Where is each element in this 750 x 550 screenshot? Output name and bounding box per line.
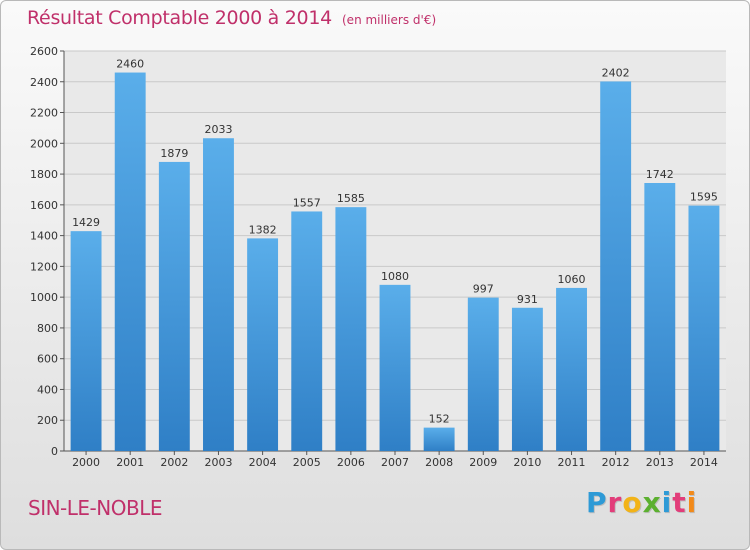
logo-letter: i [661, 486, 673, 519]
x-tick-label: 2001 [116, 456, 144, 469]
x-tick-label: 2008 [425, 456, 453, 469]
bar [158, 161, 190, 451]
logo-letter: P [586, 486, 608, 519]
chart-title: Résultat Comptable 2000 à 2014 [27, 7, 332, 29]
commune-name: SIN-LE-NOBLE [28, 496, 162, 520]
bar [379, 284, 411, 451]
bar [423, 427, 455, 451]
data-label: 2033 [204, 123, 232, 136]
y-tick-label: 1800 [30, 168, 58, 181]
y-tick-label: 200 [37, 414, 58, 427]
y-tick-label: 1400 [30, 230, 58, 243]
data-labels: 1429 2460 1879 2033 1382 1557 1585 1080 152 997 93… [72, 58, 718, 426]
y-tick-label: 1200 [30, 260, 58, 273]
y-tick-labels: 0 200 400 600 800 1000 1200 1400 1600 1800 2000 220… [30, 45, 58, 458]
chart-unit: (en milliers d'€) [342, 13, 437, 27]
logo-letter: r [607, 486, 623, 519]
y-tick-label: 2600 [30, 45, 58, 58]
bar [247, 238, 279, 451]
x-tick-label: 2003 [204, 456, 232, 469]
x-tick-label: 2005 [293, 456, 321, 469]
data-label: 1585 [337, 192, 365, 205]
data-label: 2402 [602, 66, 630, 79]
data-label: 2460 [116, 58, 144, 71]
data-label: 1080 [381, 270, 409, 283]
y-tick-label: 2000 [30, 137, 58, 150]
bar [70, 231, 102, 451]
data-label: 152 [429, 413, 450, 426]
y-tick-label: 800 [37, 322, 58, 335]
bar [203, 138, 234, 451]
y-tick-label: 400 [37, 383, 58, 396]
y-tick-label: 600 [37, 353, 58, 366]
x-tick-label: 2007 [381, 456, 409, 469]
data-label: 1382 [249, 223, 277, 236]
bar [644, 183, 676, 451]
bar [291, 211, 323, 451]
y-tick-label: 2400 [30, 76, 58, 89]
bar [511, 307, 543, 451]
proxiti-logo: Proxiti [586, 486, 697, 519]
x-tick-label: 2002 [160, 456, 188, 469]
x-tick-label: 2013 [646, 456, 674, 469]
data-label: 1557 [293, 196, 321, 209]
logo-letter: i [686, 486, 698, 519]
x-tick-label: 2012 [602, 456, 630, 469]
logo-letter: x [642, 486, 662, 519]
data-label: 1879 [160, 147, 188, 160]
data-label: 1429 [72, 216, 100, 229]
x-tick-label: 2006 [337, 456, 365, 469]
bar [600, 81, 632, 451]
x-tick-label: 2014 [690, 456, 718, 469]
x-tick-label: 2004 [249, 456, 277, 469]
data-label: 931 [517, 293, 538, 306]
bar [114, 72, 146, 452]
logo-letter: t [672, 486, 687, 519]
data-label: 1060 [558, 273, 586, 286]
x-tick-label: 2009 [469, 456, 497, 469]
bar [467, 297, 499, 451]
logo-letter: o [622, 486, 643, 519]
data-label: 1742 [646, 168, 674, 181]
x-tick-label: 2000 [72, 456, 100, 469]
y-tick-label: 1600 [30, 199, 58, 212]
bar [688, 205, 720, 451]
bar [556, 287, 587, 451]
y-tick-label: 0 [51, 445, 58, 458]
y-tick-label: 1000 [30, 291, 58, 304]
x-tick-labels: 2000 2001 2002 2003 2004 2005 2006 2007 2008 2009… [72, 456, 718, 469]
data-label: 997 [473, 283, 494, 296]
x-tick-label: 2011 [558, 456, 586, 469]
y-tick-label: 2200 [30, 107, 58, 120]
data-label: 1595 [690, 191, 718, 204]
bar [335, 207, 367, 451]
bars [70, 72, 720, 452]
x-tick-label: 2010 [513, 456, 541, 469]
